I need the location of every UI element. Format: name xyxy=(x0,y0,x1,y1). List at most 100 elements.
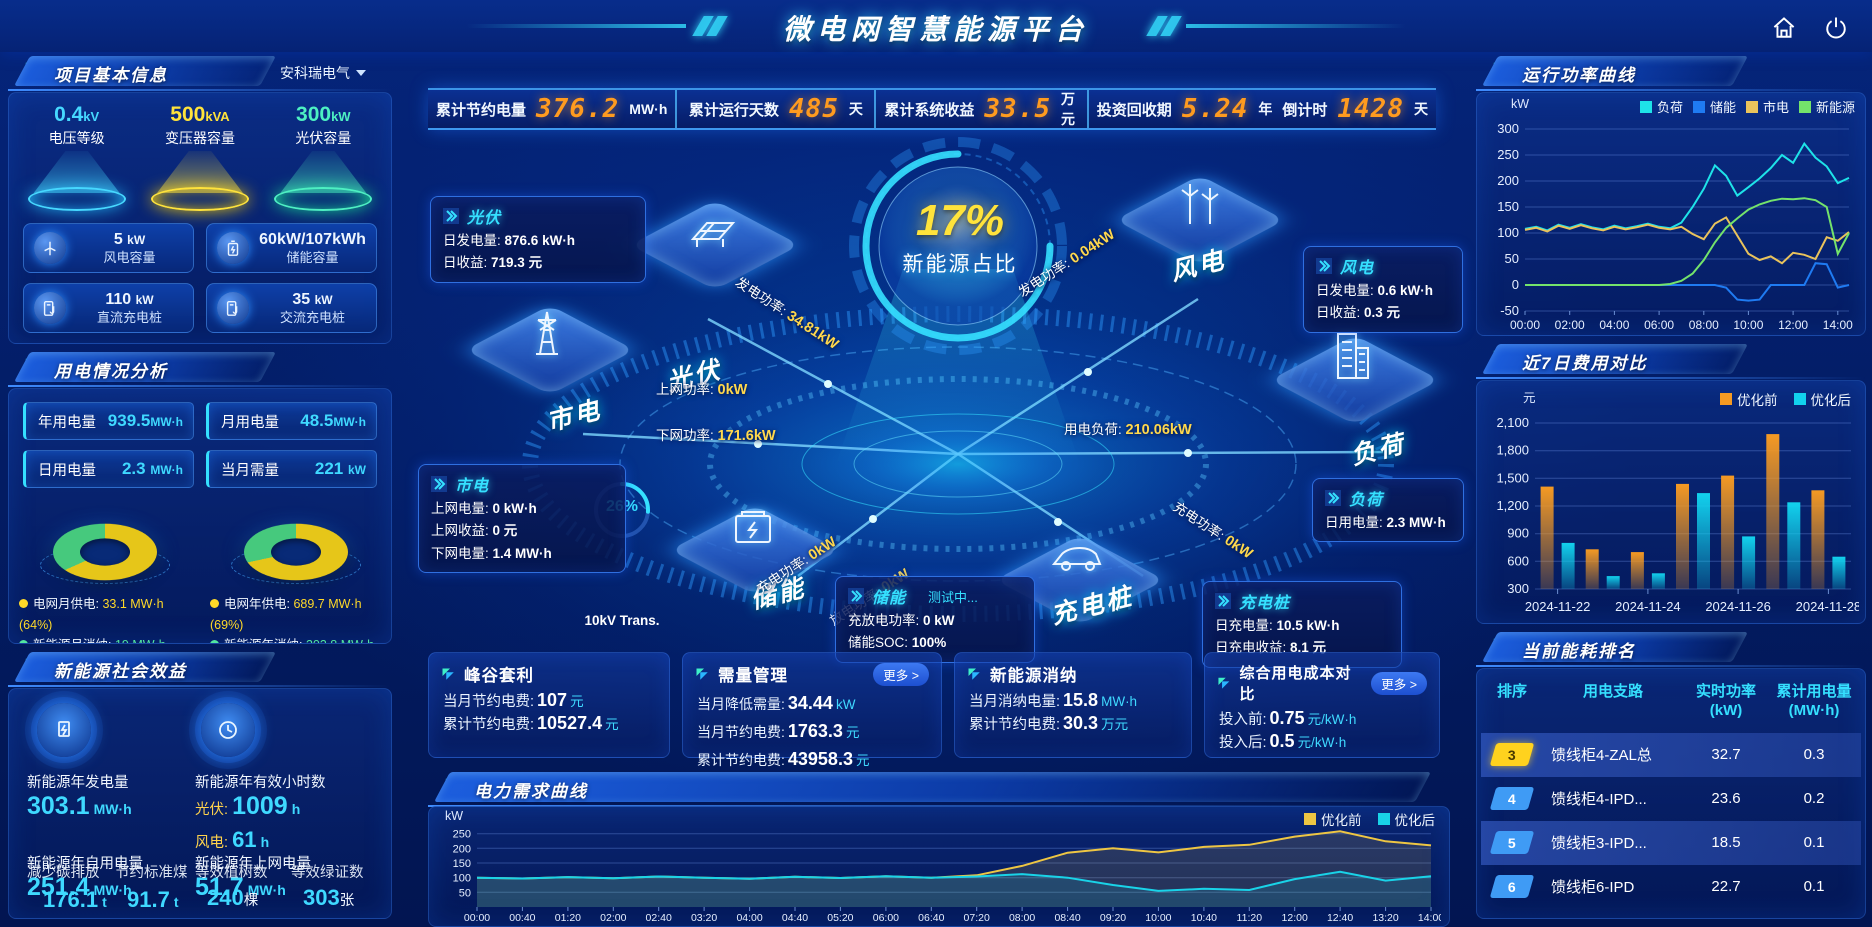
chevron-down-icon xyxy=(356,70,366,76)
panel-title: 运行功率曲线 xyxy=(1522,66,1636,85)
stat-label: 新能源年有效小时数 xyxy=(195,775,326,791)
infobox-grid: 市电 上网电量: 0 kW·h 上网收益: 0 元 下网电量: 1.4 MW·h xyxy=(418,464,626,573)
svg-text:-50: -50 xyxy=(1500,303,1519,318)
page-title: 微电网智慧能源平台 xyxy=(782,14,1090,45)
svg-text:2024-11-28: 2024-11-28 xyxy=(1796,599,1859,614)
svg-text:01:20: 01:20 xyxy=(555,912,581,924)
panel-energy-ranking: 当前能耗排名 排序 用电支路 实时功率 (kW) 累计用电量 (MW·h) 3 馈线… xyxy=(1476,630,1866,919)
svg-text:2024-11-22: 2024-11-22 xyxy=(1525,599,1591,614)
light-cone xyxy=(33,151,120,193)
new-energy-ratio-label: 新能源占比 xyxy=(902,253,1018,276)
infobox-pv: 光伏 日发电量: 876.6 kW·h 日收益: 719.3 元 xyxy=(430,196,646,283)
cost-compare-chart: 300 600 900 1,200 1,500 1,800 2,100 2024-11-22 2… xyxy=(1496,415,1859,614)
company-select[interactable]: 安科瑞电气 xyxy=(280,63,366,83)
svg-text:00:00: 00:00 xyxy=(464,912,490,924)
y-axis-unit: kW xyxy=(1511,97,1530,111)
panel-title: 当前能耗排名 xyxy=(1522,642,1636,661)
stat-total-revenue: 累计系统收益 33.5 万元 xyxy=(874,90,1086,128)
power-pylon-icon xyxy=(520,302,576,365)
legend-item[interactable]: 优化后 xyxy=(1377,809,1435,829)
stat-month-demand: 当月需量 221 kW xyxy=(206,450,377,488)
svg-text:250: 250 xyxy=(1497,147,1519,162)
svg-text:200: 200 xyxy=(453,843,471,855)
svg-text:50: 50 xyxy=(1505,251,1519,266)
panel-demand-curve: 电力需求曲线 kW 优化前 优化后 50 100 150 200 250 00:00 00:4… xyxy=(428,770,1450,927)
svg-text:150: 150 xyxy=(1497,199,1519,214)
stat-day-usage: 日用电量 2.3 MW·h xyxy=(23,450,194,488)
flow-load-power: 用电负荷: 210.06kW xyxy=(1064,422,1192,438)
panel-social-benefits: 新能源社会效益 新能源年发电量 303.1 MW·h 新能源年有效小时数 光伏:… xyxy=(8,650,392,919)
box-new-energy-consumption: 新能源消纳 当月消纳电量: 15.8 MW·h 累计节约电费: 30.3 万元 xyxy=(954,652,1192,758)
table-row[interactable]: 4 馈线柜4-IPD... 23.6 0.2 xyxy=(1481,777,1861,821)
svg-text:12:40: 12:40 xyxy=(1327,912,1353,924)
svg-text:13:20: 13:20 xyxy=(1372,912,1398,924)
stat-label: 节约标准煤 xyxy=(115,865,188,881)
svg-text:02:40: 02:40 xyxy=(646,912,672,924)
legend-item[interactable]: 储能 xyxy=(1692,97,1736,116)
stat-label: 新能源年上网电量 xyxy=(195,856,311,872)
legend-item[interactable]: 市电 xyxy=(1745,97,1789,116)
table-row[interactable]: 5 馈线柜3-IPD... 18.5 0.1 xyxy=(1481,820,1861,865)
svg-text:1,200: 1,200 xyxy=(1496,498,1529,513)
light-cone xyxy=(156,151,243,193)
svg-text:10:00: 10:00 xyxy=(1733,318,1763,332)
y-axis-unit: kW xyxy=(445,809,464,823)
svg-text:300: 300 xyxy=(1507,581,1529,596)
legend-item[interactable]: 优化后 xyxy=(1793,389,1851,409)
column-header: 实时功率 (kW) xyxy=(1695,683,1756,719)
power-curve-chart: -50 0 50 100 150 200 250 300 00:00 02:00 04:00 06:0… xyxy=(1497,121,1853,332)
battery-icon xyxy=(217,232,249,264)
svg-text:14:00: 14:00 xyxy=(1418,912,1441,924)
energy-flow-diagram: 17% 新能源占比 光伏 风电 市电 负荷 储能 充电桩 发电功率: 34. xyxy=(398,134,1470,668)
stat-label: 等效植树数 xyxy=(195,865,268,881)
solar-panel-icon xyxy=(683,209,739,258)
svg-text:900: 900 xyxy=(1507,526,1529,541)
column-header: 排序 xyxy=(1496,683,1527,700)
stat-year-usage: 年用电量 939.5MW·h xyxy=(23,402,194,440)
kpi-stats-bar: 累计节约电量 376.2 MW·h 累计运行天数 485 天 累计系统收益 33.5 万元 … xyxy=(428,88,1436,130)
donut-month-supply: 电网月供电: 33.1 MW·h (64%) 新能源月消纳: 19 MW·h (… xyxy=(9,498,200,643)
svg-text:02:00: 02:00 xyxy=(600,912,626,924)
box-corner-icon xyxy=(696,668,708,680)
table-row[interactable]: 6 馈线柜6-IPD 22.7 0.1 xyxy=(1481,865,1861,909)
box-demand-management: 需量管理 更多 > 当月降低需量: 34.44 kW 当月节约电费: 1763.3 元 累… xyxy=(682,652,942,769)
svg-text:06:00: 06:00 xyxy=(1644,318,1674,332)
light-cone xyxy=(280,151,367,193)
stat-running-days: 累计运行天数 485 天 xyxy=(675,90,874,128)
svg-text:07:20: 07:20 xyxy=(964,912,990,924)
svg-text:08:00: 08:00 xyxy=(1689,318,1719,332)
svg-text:12:00: 12:00 xyxy=(1282,912,1308,924)
power-icon[interactable] xyxy=(1818,10,1854,46)
svg-text:02:00: 02:00 xyxy=(1555,318,1585,332)
more-button[interactable]: 更多 > xyxy=(1371,671,1427,695)
table-row[interactable]: 3 馈线柜4-ZAL总 32.7 0.3 xyxy=(1481,732,1861,777)
column-header: 用电支路 xyxy=(1582,683,1643,700)
legend-item[interactable]: 负荷 xyxy=(1639,97,1683,116)
svg-text:200: 200 xyxy=(1497,173,1519,188)
legend-item: 电网月供电: 33.1 MW·h (64%) xyxy=(19,597,164,632)
donut-year-supply: 电网年供电: 689.7 MW·h (69%) 新能源年消纳: 303.8 MW… xyxy=(200,498,391,643)
legend-item[interactable]: 优化前 xyxy=(1720,389,1778,409)
more-button[interactable]: 更多 > xyxy=(873,662,929,686)
stat-label: 减少碳排放 xyxy=(27,865,100,881)
panel-project-info: 项目基本信息 安科瑞电气 0.4kV 电压等级 500kVA 变压器容量 xyxy=(8,54,392,344)
home-icon[interactable] xyxy=(1766,10,1802,46)
stat-total-saved-energy: 累计节约电量 376.2 MW·h xyxy=(436,94,668,124)
svg-text:2024-11-24: 2024-11-24 xyxy=(1615,599,1681,614)
stat-payback-countdown: 投资回收期 5.24 年 倒计时 1428 天 xyxy=(1086,90,1436,128)
donut-chart-month xyxy=(52,523,157,581)
svg-text:2024-11-26: 2024-11-26 xyxy=(1705,599,1771,614)
kpi-transformer-capacity: 500kVA 变压器容量 xyxy=(144,103,256,211)
legend-item[interactable]: 优化前 xyxy=(1304,809,1362,829)
svg-text:06:00: 06:00 xyxy=(873,912,899,924)
svg-text:300: 300 xyxy=(1497,121,1519,136)
legend-item[interactable]: 新能源 xyxy=(1798,97,1855,116)
rank-badge: 3 xyxy=(1489,743,1535,766)
storage-status: 测试中... xyxy=(928,589,978,605)
header-decoration xyxy=(466,24,686,28)
svg-text:04:00: 04:00 xyxy=(1599,318,1629,332)
svg-text:08:00: 08:00 xyxy=(1009,912,1035,924)
panel-title: 新能源社会效益 xyxy=(54,662,187,681)
table-header: 排序 用电支路 实时功率 (kW) 累计用电量 (MW·h) xyxy=(1477,669,1865,727)
